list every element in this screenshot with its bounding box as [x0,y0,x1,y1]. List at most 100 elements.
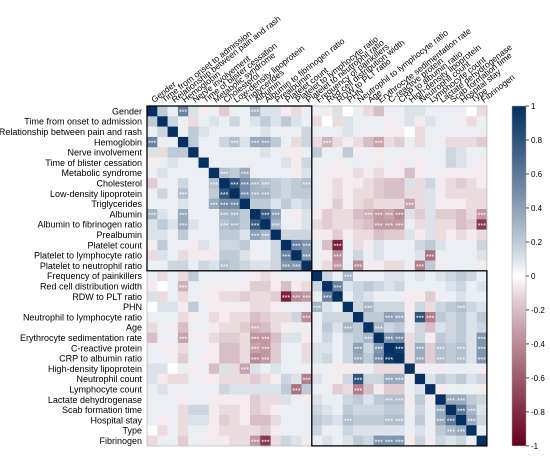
heatmap-cell [147,291,158,302]
heatmap-cell [157,312,168,323]
heatmap-cell [229,270,240,282]
heatmap-cell [425,147,436,158]
heatmap-cell [322,157,333,169]
heatmap-cell [250,147,261,158]
heatmap-cell [404,250,416,261]
heatmap-cell [425,384,436,395]
heatmap-cell [342,250,354,261]
heatmap-cell [250,188,261,199]
heatmap-cell [476,188,488,199]
significance-mark: *** [395,419,403,426]
heatmap-cell [260,188,271,199]
heatmap-cell [147,260,158,272]
heatmap-cell [198,239,210,251]
heatmap-cell [301,435,313,447]
heatmap-cell [270,219,282,230]
heatmap-cell [280,147,292,158]
heatmap-cell [342,157,354,169]
heatmap-cell [301,384,313,395]
heatmap-cell [476,435,488,447]
heatmap-cell [342,384,354,395]
heatmap-cell [322,322,333,333]
heatmap-cell [250,363,261,375]
heatmap-cell [260,116,271,127]
heatmap-cell [198,425,210,436]
row-label: Red cell distribution width [40,281,142,291]
heatmap-cell [404,209,416,220]
heatmap-cell [322,239,333,251]
heatmap-cell [250,404,261,416]
heatmap-cell [198,250,210,261]
heatmap-cell [188,126,199,138]
heatmap-cell [147,342,158,354]
significance-mark: *** [230,202,238,209]
heatmap-cell [239,415,251,426]
heatmap-cell [466,229,477,241]
heatmap-cell [476,363,488,375]
heatmap-cell [260,353,271,364]
heatmap-cell [435,116,446,127]
heatmap-cell [280,250,292,261]
heatmap-cell [404,291,416,302]
heatmap-cell [332,291,343,302]
heatmap-cell [363,312,374,323]
significance-mark: *** [478,213,486,220]
heatmap-cell [198,270,210,282]
heatmap-cell [301,106,313,117]
heatmap-cell [342,301,354,313]
heatmap-cell [353,312,364,323]
heatmap-cell [435,167,446,179]
significance-mark: *** [447,419,455,426]
heatmap-cell [363,332,374,344]
heatmap-cell [353,219,364,230]
heatmap-cell [373,394,385,405]
heatmap-cell [157,281,168,292]
heatmap-cell [425,332,436,344]
heatmap-cell [476,281,488,292]
heatmap-cell [404,281,416,292]
heatmap-cell [332,147,343,158]
heatmap-cell [373,353,385,364]
heatmap-cell [250,116,261,127]
colorbar-tick-label: -1 [531,442,539,451]
heatmap-cell [414,250,426,261]
heatmap-cell [208,322,220,333]
heatmap-cell [435,106,446,117]
row-label: Frequency of painkillers [47,271,143,281]
heatmap-cell [383,425,395,436]
heatmap-cell [383,415,395,426]
significance-mark: *** [447,398,455,405]
heatmap-cell [167,322,179,333]
heatmap-cell [373,415,385,426]
heatmap-cell [167,198,179,210]
heatmap-cell [445,404,457,416]
heatmap-cell [177,126,189,138]
significance-mark: *** [375,223,383,230]
heatmap-cell [250,229,261,241]
significance-mark: *** [416,264,424,271]
heatmap-cell [301,281,313,292]
heatmap-cell [291,435,302,447]
heatmap-cell [301,301,313,313]
heatmap-cell [198,147,210,158]
heatmap-cell [445,188,457,199]
heatmap-cell [147,229,158,241]
heatmap-cell [353,209,364,220]
heatmap-cell [198,342,210,354]
heatmap-cell [394,239,405,251]
significance-mark: *** [395,439,403,446]
heatmap-cell [373,250,385,261]
heatmap-cell [198,229,210,241]
heatmap-cell [301,229,313,241]
heatmap-cell [188,425,199,436]
heatmap-cell [198,198,210,210]
heatmap-cell [456,126,467,138]
heatmap-cell [445,332,457,344]
heatmap-cell [456,425,467,436]
heatmap-cell [476,260,488,272]
heatmap-cell [280,404,292,416]
heatmap-cell [260,219,271,230]
heatmap-cell [188,373,199,385]
heatmap-cell [260,301,271,313]
heatmap-cell [425,239,436,251]
